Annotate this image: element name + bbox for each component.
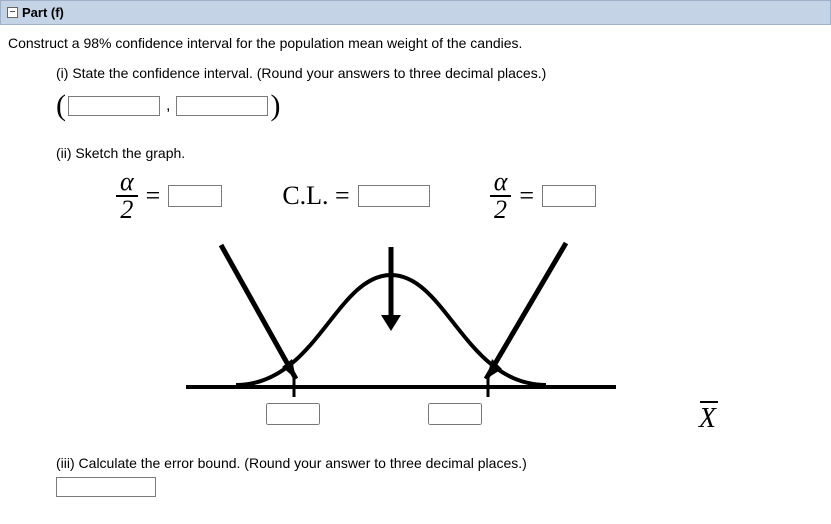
- alpha-left-group: α 2 =: [116, 169, 222, 223]
- close-paren: ): [270, 89, 280, 123]
- right-pointer-line: [486, 243, 566, 379]
- open-paren: (: [56, 89, 66, 123]
- error-bound-input[interactable]: [56, 477, 156, 497]
- alpha-right-group: α 2 =: [490, 169, 596, 223]
- xbar-letter: X: [699, 403, 716, 434]
- center-arrow-head: [381, 315, 401, 331]
- alpha-left-eq: =: [146, 181, 161, 211]
- cl-group: C.L. =: [282, 181, 429, 211]
- alpha-right-den: 2: [490, 197, 511, 223]
- alpha-right-input[interactable]: [542, 185, 596, 207]
- xbar-overline: [700, 401, 718, 403]
- graph-labels-row: α 2 = C.L. = α 2 =: [116, 169, 823, 223]
- alpha-left-num: α: [116, 169, 138, 197]
- interval-separator: ,: [162, 97, 174, 115]
- axis-left-input[interactable]: [266, 403, 320, 425]
- error-bound-row: [56, 477, 823, 497]
- axis-right-input[interactable]: [428, 403, 482, 425]
- interval-row: ( , ): [56, 89, 823, 123]
- alpha-right-eq: =: [519, 181, 534, 211]
- main-prompt: Construct a 98% confidence interval for …: [8, 35, 823, 51]
- interval-upper-input[interactable]: [176, 96, 268, 116]
- alpha-left-fraction: α 2: [116, 169, 138, 223]
- sub-prompt-ii: (ii) Sketch the graph.: [56, 145, 823, 161]
- curve-wrap: X: [166, 227, 686, 437]
- part-label: Part (f): [22, 5, 64, 20]
- interval-lower-input[interactable]: [68, 96, 160, 116]
- xbar-label: X: [699, 403, 716, 435]
- part-header[interactable]: − Part (f): [0, 0, 831, 25]
- graph-block: α 2 = C.L. = α 2 =: [56, 169, 823, 437]
- sub-prompt-iii: (iii) Calculate the error bound. (Round …: [56, 455, 823, 471]
- alpha-left-den: 2: [116, 197, 137, 223]
- alpha-right-fraction: α 2: [490, 169, 512, 223]
- sub-prompt-i: (i) State the confidence interval. (Roun…: [56, 65, 823, 81]
- bell-curve-svg: [166, 227, 686, 437]
- alpha-right-num: α: [490, 169, 512, 197]
- alpha-left-input[interactable]: [168, 185, 222, 207]
- cl-label: C.L. =: [282, 181, 349, 211]
- collapse-icon[interactable]: −: [7, 7, 18, 18]
- content-area: Construct a 98% confidence interval for …: [0, 25, 831, 507]
- cl-input[interactable]: [358, 185, 430, 207]
- left-pointer-line: [221, 245, 296, 379]
